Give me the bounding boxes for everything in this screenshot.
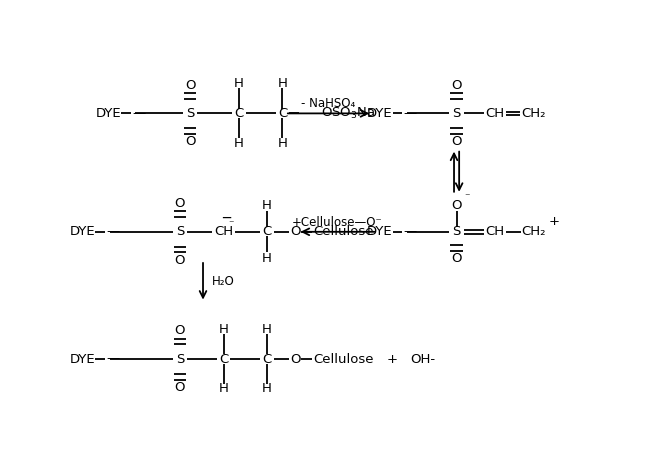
Text: CH₂: CH₂: [521, 107, 546, 120]
Text: DYE: DYE: [70, 353, 95, 365]
Text: H: H: [278, 77, 288, 90]
Text: +: +: [549, 215, 559, 228]
Text: H: H: [278, 137, 288, 150]
Text: OSO$_3$Na: OSO$_3$Na: [321, 106, 375, 121]
Text: C: C: [234, 107, 243, 120]
Text: DYE: DYE: [95, 107, 121, 120]
Text: O: O: [175, 324, 185, 337]
Text: O: O: [175, 197, 185, 210]
Text: H₂O: H₂O: [212, 275, 235, 288]
Text: O: O: [451, 199, 462, 212]
Text: O: O: [451, 135, 462, 148]
Text: DYE: DYE: [70, 225, 95, 238]
Text: +: +: [387, 353, 398, 365]
Text: CH: CH: [485, 107, 504, 120]
Text: H: H: [219, 382, 229, 395]
Text: Cellulose: Cellulose: [313, 225, 374, 238]
Text: S: S: [452, 107, 461, 120]
Text: Cellulose: Cellulose: [313, 353, 374, 365]
Text: H: H: [262, 323, 272, 336]
Text: O: O: [451, 78, 462, 92]
Text: S: S: [452, 225, 461, 238]
Text: +Cellulose—O⁻: +Cellulose—O⁻: [292, 216, 383, 229]
Text: O: O: [451, 252, 462, 265]
Text: S: S: [186, 107, 194, 120]
Text: C: C: [219, 353, 228, 365]
Text: C: C: [262, 225, 272, 238]
Text: H: H: [219, 323, 229, 336]
Text: O: O: [185, 135, 196, 148]
Text: ⁻: ⁻: [464, 192, 469, 202]
Text: - NaHSO₄: - NaHSO₄: [301, 97, 356, 110]
Text: —: —: [133, 107, 146, 120]
Text: O: O: [175, 253, 185, 267]
Text: H: H: [234, 137, 244, 150]
Text: S: S: [176, 225, 184, 238]
Text: CH: CH: [214, 225, 233, 238]
Text: —: —: [106, 353, 120, 365]
Text: DYE: DYE: [367, 107, 393, 120]
Text: H: H: [262, 199, 272, 212]
Text: H: H: [262, 252, 272, 265]
Text: S: S: [176, 353, 184, 365]
Text: O: O: [290, 353, 301, 365]
Text: O: O: [290, 225, 301, 238]
Text: —: —: [106, 225, 120, 238]
Text: CH₂: CH₂: [521, 225, 546, 238]
Text: OH-: OH-: [410, 353, 436, 365]
Text: C: C: [262, 353, 272, 365]
Text: —: —: [404, 225, 417, 238]
Text: C: C: [278, 107, 287, 120]
Text: O: O: [185, 78, 196, 92]
Text: H: H: [234, 77, 244, 90]
Text: O: O: [175, 381, 185, 394]
Text: H: H: [262, 382, 272, 395]
Text: —: —: [404, 107, 417, 120]
Text: ⁻: ⁻: [228, 219, 233, 229]
Text: DYE: DYE: [367, 225, 393, 238]
Text: CH: CH: [485, 225, 504, 238]
